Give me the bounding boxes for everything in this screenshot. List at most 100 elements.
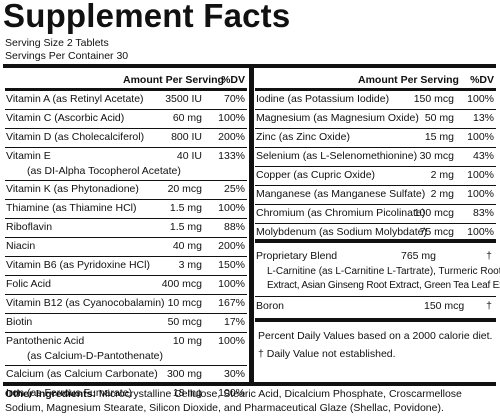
nutrient-name: Copper (as Cupric Oxide) bbox=[256, 169, 376, 181]
nutrient-row: Calcium (as Calcium Carbonate) 300 mg 30% bbox=[5, 366, 247, 385]
blend-dv: † bbox=[486, 250, 492, 262]
nutrient-amount: 20 mcg bbox=[167, 183, 202, 195]
nutrient-row: Vitamin D (as Cholecalciferol) 800 IU 200% bbox=[5, 129, 247, 148]
nutrient-row: Magnesium (as Magnesium Oxide) 50 mg 13% bbox=[255, 110, 496, 129]
nutrient-name: Riboflavin bbox=[6, 221, 53, 233]
nutrient-name: Thiamine (as Thiamine HCl) bbox=[6, 202, 137, 214]
nutrient-row: Manganese (as Manganese Sulfate) 2 mg 100% bbox=[255, 186, 496, 205]
nutrient-name: Vitamin B12 (as Cyanocobalamin) bbox=[6, 297, 165, 309]
nutrient-dv: 100% bbox=[467, 169, 494, 181]
proprietary-blend: Proprietary Blend 765 mg † L-Carnitine (… bbox=[255, 250, 500, 294]
dv-header: %DV bbox=[221, 74, 245, 86]
panel-title: Supplement Facts bbox=[3, 0, 291, 34]
nutrient-row: Vitamin C (Ascorbic Acid) 60 mg 100% bbox=[5, 110, 247, 129]
nutrient-amount: 1.5 mg bbox=[169, 221, 202, 233]
nutrient-row: Chromium (as Chromium Picolinate) 100 mcg… bbox=[255, 205, 496, 224]
nutrient-name: Vitamin C (Ascorbic Acid) bbox=[6, 112, 125, 124]
nutrient-dv: 100% bbox=[218, 335, 245, 347]
nutrient-name: Iron (as Ferrous Fumarate) bbox=[6, 387, 133, 399]
nutrient-row: Selenium (as L-Selenomethionine) 30 mcg 43… bbox=[255, 148, 496, 167]
nutrient-row: Pantothenic Acid (as Calcium-D-Pantothena… bbox=[5, 333, 247, 366]
blend-rule bbox=[255, 239, 496, 243]
nutrient-dv: 88% bbox=[223, 221, 245, 233]
boron-name: Boron bbox=[256, 300, 285, 312]
nutrient-row: Iron (as Ferrous Fumarate) 18 mg 100% bbox=[5, 385, 247, 403]
nutrient-row: Riboflavin 1.5 mg 88% bbox=[5, 219, 247, 238]
nutrient-amount: 18 mg bbox=[172, 387, 202, 399]
nutrient-name: Vitamin B6 (as Pyridoxine HCl) bbox=[6, 259, 150, 271]
nutrient-dv: 100% bbox=[467, 226, 494, 238]
nutrient-dv: 43% bbox=[472, 150, 494, 162]
nutrient-amount: 15 mg bbox=[424, 131, 454, 143]
footnote-rule bbox=[255, 318, 496, 322]
nutrient-row: Niacin 40 mg 200% bbox=[5, 238, 247, 257]
blend-line-2: Extract, Asian Ginseng Root Extract, Gre… bbox=[267, 280, 500, 291]
blend-name: Proprietary Blend bbox=[256, 250, 338, 262]
nutrient-dv: 17% bbox=[223, 316, 245, 328]
nutrient-name: Vitamin A (as Retinyl Acetate) bbox=[6, 93, 144, 105]
nutrient-dv: 100% bbox=[218, 387, 245, 399]
nutrient-source: (as DI-Alpha Tocopherol Acetate) bbox=[27, 165, 181, 177]
nutrient-amount: 60 mg bbox=[172, 112, 202, 124]
serving-size: Serving Size 2 Tablets bbox=[5, 37, 109, 49]
nutrient-row: Vitamin K (as Phytonadione) 20 mcg 25% bbox=[5, 181, 247, 200]
nutrient-amount: 300 mg bbox=[166, 368, 202, 380]
nutrient-name: Pantothenic Acid bbox=[6, 335, 85, 347]
nutrient-row: Biotin 50 mcg 17% bbox=[5, 314, 247, 333]
nutrient-row: Molybdenum (as Sodium Molybdate) 75 mcg 10… bbox=[255, 224, 496, 242]
right-column-header: Amount Per Serving %DV bbox=[255, 67, 496, 91]
nutrient-amount: 50 mcg bbox=[167, 316, 202, 328]
nutrient-dv: 200% bbox=[218, 240, 245, 252]
nutrient-dv: 100% bbox=[467, 93, 494, 105]
nutrient-name: Manganese (as Manganese Sulfate) bbox=[256, 188, 426, 200]
nutrient-row: Zinc (as Zinc Oxide) 15 mg 100% bbox=[255, 129, 496, 148]
footnote-dv-basis: Percent Daily Values based on a 2000 cal… bbox=[258, 330, 493, 342]
other-ingredients-label: Other Ingredients: bbox=[5, 388, 97, 400]
nutrient-dv: 150% bbox=[218, 259, 245, 271]
left-nutrient-column: Amount Per Serving %DV Vitamin A (as Ret… bbox=[5, 67, 247, 403]
nutrient-dv: 83% bbox=[472, 207, 494, 219]
nutrient-amount: 2 mg bbox=[430, 169, 454, 181]
blend-line-1: L-Carnitine (as L-Carnitine L-Tartrate),… bbox=[267, 266, 500, 277]
nutrient-amount: 800 IU bbox=[171, 131, 202, 143]
right-nutrient-column: Amount Per Serving %DV Iodine (as Potass… bbox=[255, 67, 496, 242]
nutrient-name: Selenium (as L-Selenomethionine) bbox=[256, 150, 418, 162]
nutrient-row: Vitamin A (as Retinyl Acetate) 3500 IU 70% bbox=[5, 91, 247, 110]
nutrient-amount: 1.5 mg bbox=[169, 202, 202, 214]
boron-dv: † bbox=[486, 300, 492, 312]
nutrient-dv: 70% bbox=[223, 93, 245, 105]
nutrient-row: Vitamin E (as DI-Alpha Tocopherol Acetate… bbox=[5, 148, 247, 181]
blend-bottom-line bbox=[255, 296, 496, 297]
nutrient-name: Zinc (as Zinc Oxide) bbox=[256, 131, 350, 143]
amount-per-serving-header: Amount Per Serving bbox=[358, 74, 459, 86]
nutrient-row: Vitamin B6 (as Pyridoxine HCl) 3 mg 150% bbox=[5, 257, 247, 276]
left-column-header: Amount Per Serving %DV bbox=[5, 67, 247, 91]
nutrient-name: Vitamin D (as Cholecalciferol) bbox=[6, 131, 145, 143]
nutrient-name: Folic Acid bbox=[6, 278, 51, 290]
nutrient-amount: 2 mg bbox=[430, 188, 454, 200]
nutrient-dv: 30% bbox=[223, 368, 245, 380]
nutrient-name: Iodine (as Potassium Iodide) bbox=[256, 93, 390, 105]
boron-row: Boron 150 mcg † bbox=[255, 298, 496, 316]
nutrient-name: Vitamin K (as Phytonadione) bbox=[6, 183, 139, 195]
nutrient-row: Folic Acid 400 mcg 100% bbox=[5, 276, 247, 295]
nutrient-name: Biotin bbox=[6, 316, 33, 328]
nutrient-name: Magnesium (as Magnesium Oxide) bbox=[256, 112, 419, 124]
footnote-dagger: † Daily Value not established. bbox=[258, 348, 396, 360]
nutrient-dv: 167% bbox=[218, 297, 245, 309]
nutrient-amount: 3 mg bbox=[178, 259, 202, 271]
bottom-rule bbox=[3, 382, 496, 386]
nutrient-name: Chromium (as Chromium Picolinate) bbox=[256, 207, 426, 219]
boron-amount: 150 mcg bbox=[424, 300, 465, 312]
nutrient-name: Calcium (as Calcium Carbonate) bbox=[6, 368, 158, 380]
nutrient-amount: 100 mcg bbox=[413, 207, 454, 219]
nutrient-amount: 30 mcg bbox=[419, 150, 454, 162]
nutrient-source: (as Calcium-D-Pantothenate) bbox=[27, 350, 163, 362]
nutrient-amount: 50 mg bbox=[424, 112, 454, 124]
nutrient-amount: 40 mg bbox=[172, 240, 202, 252]
nutrient-name: Niacin bbox=[6, 240, 36, 252]
blend-amount: 765 mg bbox=[401, 250, 437, 262]
nutrient-dv: 100% bbox=[467, 131, 494, 143]
dv-header: %DV bbox=[470, 74, 494, 86]
